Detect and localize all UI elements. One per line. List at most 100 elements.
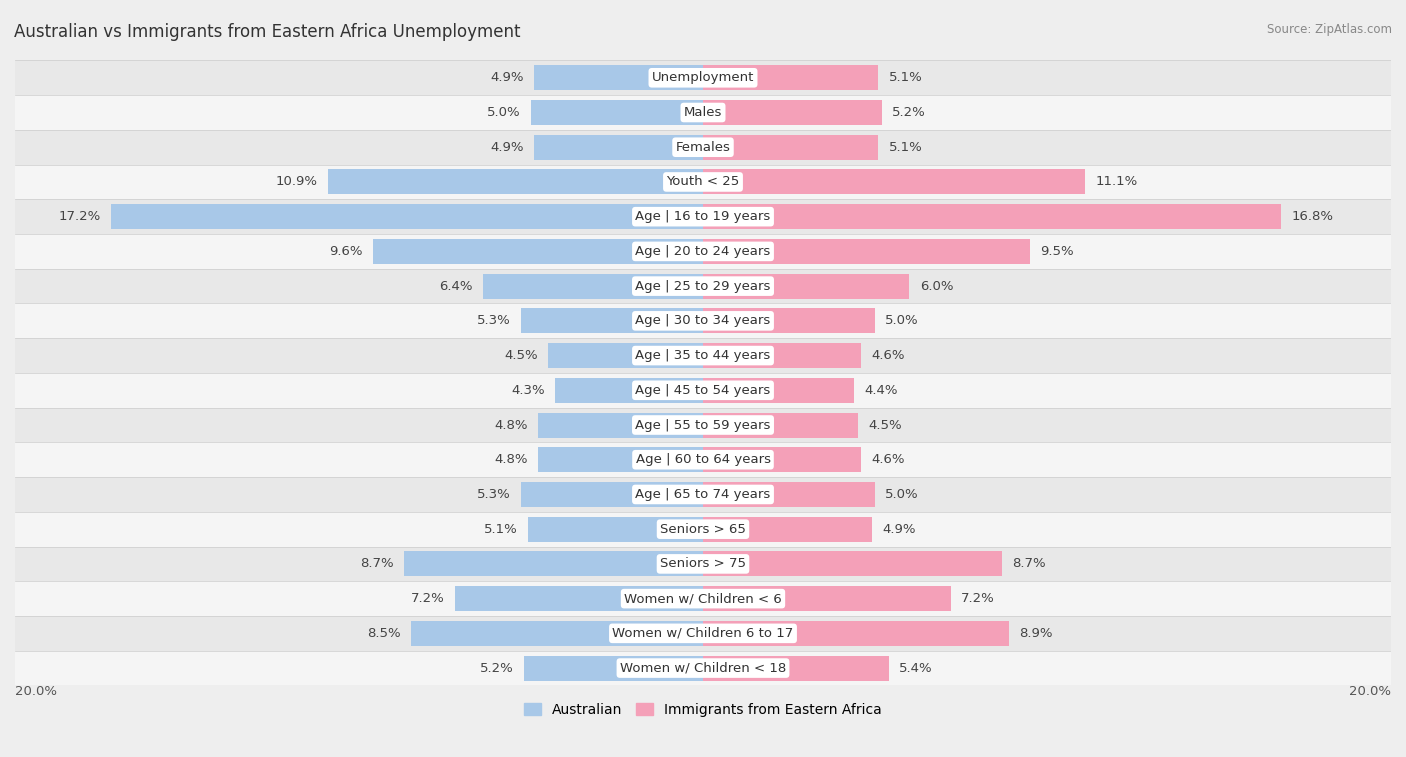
Bar	[111, 204, 703, 229]
FancyBboxPatch shape	[15, 477, 1391, 512]
FancyBboxPatch shape	[15, 338, 1391, 373]
Text: Seniors > 65: Seniors > 65	[659, 522, 747, 536]
Text: 4.3%: 4.3%	[512, 384, 544, 397]
Bar	[411, 621, 703, 646]
Text: 8.5%: 8.5%	[367, 627, 401, 640]
Text: 5.0%: 5.0%	[886, 488, 920, 501]
Text: Youth < 25: Youth < 25	[666, 176, 740, 188]
Bar	[703, 447, 862, 472]
Text: 6.4%: 6.4%	[439, 279, 472, 293]
Text: 20.0%: 20.0%	[15, 685, 58, 699]
FancyBboxPatch shape	[15, 512, 1391, 547]
Text: 5.3%: 5.3%	[477, 314, 510, 327]
Text: Unemployment: Unemployment	[652, 71, 754, 84]
Text: 17.2%: 17.2%	[59, 210, 101, 223]
FancyBboxPatch shape	[15, 304, 1391, 338]
Text: 9.5%: 9.5%	[1040, 245, 1074, 258]
Bar	[548, 343, 703, 368]
FancyBboxPatch shape	[15, 61, 1391, 95]
Bar	[524, 656, 703, 681]
Text: 5.4%: 5.4%	[898, 662, 932, 674]
Bar	[703, 100, 882, 125]
Text: 5.2%: 5.2%	[479, 662, 513, 674]
Text: Age | 25 to 29 years: Age | 25 to 29 years	[636, 279, 770, 293]
FancyBboxPatch shape	[15, 442, 1391, 477]
Text: Males: Males	[683, 106, 723, 119]
Text: Women w/ Children 6 to 17: Women w/ Children 6 to 17	[613, 627, 793, 640]
Bar	[703, 413, 858, 438]
Text: 6.0%: 6.0%	[920, 279, 953, 293]
Text: 4.5%: 4.5%	[505, 349, 538, 362]
Bar	[703, 343, 862, 368]
Text: Age | 60 to 64 years: Age | 60 to 64 years	[636, 453, 770, 466]
FancyBboxPatch shape	[15, 269, 1391, 304]
Text: 5.1%: 5.1%	[484, 522, 517, 536]
Text: Age | 65 to 74 years: Age | 65 to 74 years	[636, 488, 770, 501]
Bar	[703, 551, 1002, 576]
Bar	[527, 517, 703, 542]
FancyBboxPatch shape	[15, 547, 1391, 581]
Bar	[703, 239, 1029, 264]
FancyBboxPatch shape	[15, 651, 1391, 685]
Text: Age | 55 to 59 years: Age | 55 to 59 years	[636, 419, 770, 431]
Text: 9.6%: 9.6%	[329, 245, 363, 258]
Bar	[520, 482, 703, 507]
Text: 8.7%: 8.7%	[1012, 557, 1046, 571]
Text: 4.9%: 4.9%	[491, 71, 524, 84]
Text: 5.1%: 5.1%	[889, 141, 922, 154]
Bar	[520, 308, 703, 333]
Text: Age | 16 to 19 years: Age | 16 to 19 years	[636, 210, 770, 223]
Text: Seniors > 75: Seniors > 75	[659, 557, 747, 571]
Text: Australian vs Immigrants from Eastern Africa Unemployment: Australian vs Immigrants from Eastern Af…	[14, 23, 520, 41]
Text: 20.0%: 20.0%	[1348, 685, 1391, 699]
Bar	[482, 273, 703, 298]
Bar	[534, 135, 703, 160]
Bar	[703, 204, 1281, 229]
Bar	[703, 273, 910, 298]
Text: Age | 35 to 44 years: Age | 35 to 44 years	[636, 349, 770, 362]
Bar	[404, 551, 703, 576]
Text: 11.1%: 11.1%	[1095, 176, 1137, 188]
Text: 5.3%: 5.3%	[477, 488, 510, 501]
FancyBboxPatch shape	[15, 373, 1391, 408]
Bar	[703, 308, 875, 333]
Bar	[703, 621, 1010, 646]
Bar	[555, 378, 703, 403]
Bar	[703, 482, 875, 507]
Text: 7.2%: 7.2%	[411, 592, 446, 605]
Bar	[703, 378, 855, 403]
Text: 4.4%: 4.4%	[865, 384, 898, 397]
Text: 5.2%: 5.2%	[893, 106, 927, 119]
Bar	[703, 586, 950, 611]
Text: Women w/ Children < 6: Women w/ Children < 6	[624, 592, 782, 605]
FancyBboxPatch shape	[15, 130, 1391, 164]
Text: Age | 30 to 34 years: Age | 30 to 34 years	[636, 314, 770, 327]
Text: Age | 45 to 54 years: Age | 45 to 54 years	[636, 384, 770, 397]
Text: 7.2%: 7.2%	[960, 592, 995, 605]
Text: 5.1%: 5.1%	[889, 71, 922, 84]
Text: 4.8%: 4.8%	[494, 453, 527, 466]
Bar	[703, 65, 879, 90]
Bar	[373, 239, 703, 264]
Bar	[456, 586, 703, 611]
Text: Source: ZipAtlas.com: Source: ZipAtlas.com	[1267, 23, 1392, 36]
Bar	[538, 413, 703, 438]
Text: Women w/ Children < 18: Women w/ Children < 18	[620, 662, 786, 674]
Text: 8.7%: 8.7%	[360, 557, 394, 571]
Text: 4.5%: 4.5%	[868, 419, 901, 431]
Bar	[703, 656, 889, 681]
FancyBboxPatch shape	[15, 234, 1391, 269]
Bar	[328, 170, 703, 195]
FancyBboxPatch shape	[15, 95, 1391, 130]
Bar	[534, 65, 703, 90]
Legend: Australian, Immigrants from Eastern Africa: Australian, Immigrants from Eastern Afri…	[519, 697, 887, 722]
Text: 10.9%: 10.9%	[276, 176, 318, 188]
Text: 4.9%: 4.9%	[882, 522, 915, 536]
Text: 4.8%: 4.8%	[494, 419, 527, 431]
Text: 8.9%: 8.9%	[1019, 627, 1053, 640]
Text: 4.6%: 4.6%	[872, 453, 905, 466]
Bar	[703, 517, 872, 542]
Text: Females: Females	[675, 141, 731, 154]
Text: 5.0%: 5.0%	[886, 314, 920, 327]
FancyBboxPatch shape	[15, 581, 1391, 616]
